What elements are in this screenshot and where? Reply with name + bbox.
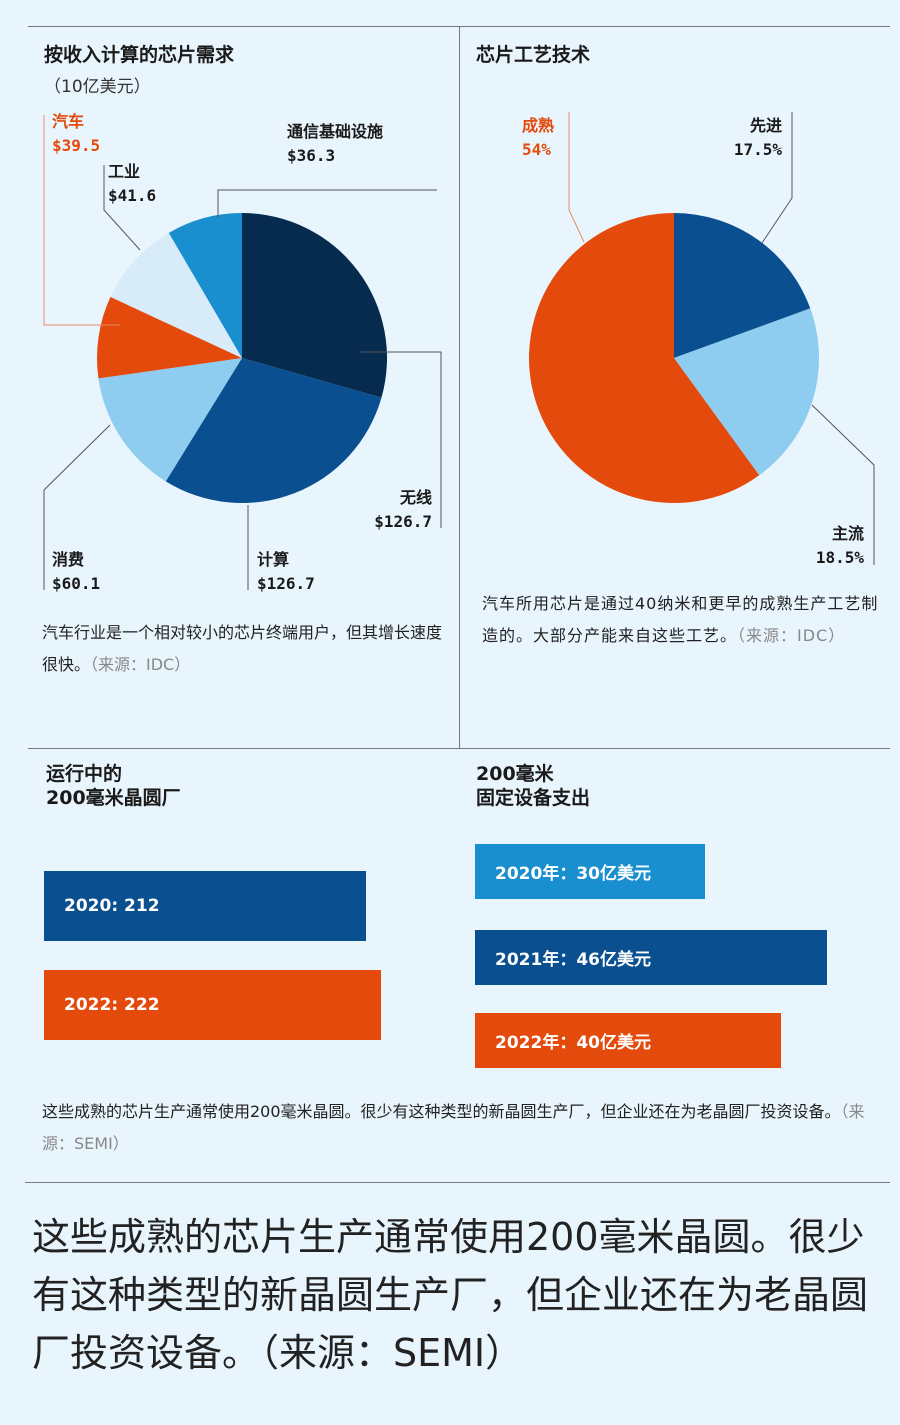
leader-comms [217,189,437,218]
bar-2021: 2021年：46亿美元 [475,930,827,985]
label-computing: 计算 $126.7 [257,550,315,593]
vertical-divider [459,26,460,748]
pie-slice-主流 [674,308,819,476]
label-mainstream: 主流 18.5% [815,524,864,567]
bar-label: 2021年：46亿美元 [495,950,651,970]
bar-label: 2022年：40亿美元 [495,1033,651,1053]
bar-2022: 2022年：40亿美元 [475,1013,781,1068]
pie-slice-先进 [674,213,811,358]
pie1-svg [43,115,442,590]
leader-mature [568,112,585,243]
pie1-title: 按收入计算的芯片需求 [44,44,235,66]
middle-rule [28,748,890,749]
bar-label: 2022: 222 [64,995,160,1015]
label-advanced: 先进 17.5% [733,116,782,159]
big-caption: 这些成熟的芯片生产通常使用200毫米晶圆。很少有这种类型的新晶圆生产厂，但企业还… [32,1215,869,1375]
pie-slice-通信基础设施 [168,213,242,358]
pie-slice-计算 [165,358,382,504]
pie2-svg [528,112,875,565]
leader-mainstream [811,404,875,565]
label-comms: 通信基础设施 $36.3 [287,122,384,165]
pie-slice-无线 [242,213,387,398]
bar-label: 2020: 212 [64,896,160,916]
leader-industrial [103,165,141,251]
pie2-caption: 汽车所用芯片是通过40纳米和更早的成熟生产工艺制造的。大部分产能来自这些工艺。（… [482,594,879,645]
label-wireless: 无线 $126.7 [374,488,432,531]
bar-2020: 2020: 212 [44,871,367,941]
leader-consumer [43,424,111,590]
bars-caption: 这些成熟的芯片生产通常使用200毫米晶圆。很少有这种类型的新晶圆生产厂，但企业还… [42,1102,865,1153]
pie-slice-成熟 [528,213,760,503]
label-industrial: 工业 $41.6 [108,162,157,205]
label-consumer: 消费 $60.1 [52,550,101,593]
bar-2020: 2020年：30亿美元 [475,844,705,899]
bar-label: 2020年：30亿美元 [495,864,651,884]
bar-2022: 2022: 222 [44,970,382,1040]
pie1-subtitle: （10亿美元） [44,77,151,97]
label-auto: 汽车 $39.5 [52,112,101,155]
pie2-title: 芯片工艺技术 [476,44,591,66]
spending-title: 200毫米 固定设备支出 [476,763,591,809]
leader-wireless [360,351,442,528]
pie-slice-消费 [98,358,242,482]
pie-slice-工业 [110,232,242,358]
leader-advanced [761,112,793,244]
bottom-rule [25,1182,890,1183]
fabs-title: 运行中的 200毫米晶圆厂 [46,763,181,809]
label-mature: 成熟 54% [522,116,555,159]
pie-slice-汽车 [97,296,243,379]
pie1-caption: 汽车行业是一个相对较小的芯片终端用户，但其增长速度很快。（来源：IDC） [42,623,443,674]
leader-auto [43,115,120,326]
